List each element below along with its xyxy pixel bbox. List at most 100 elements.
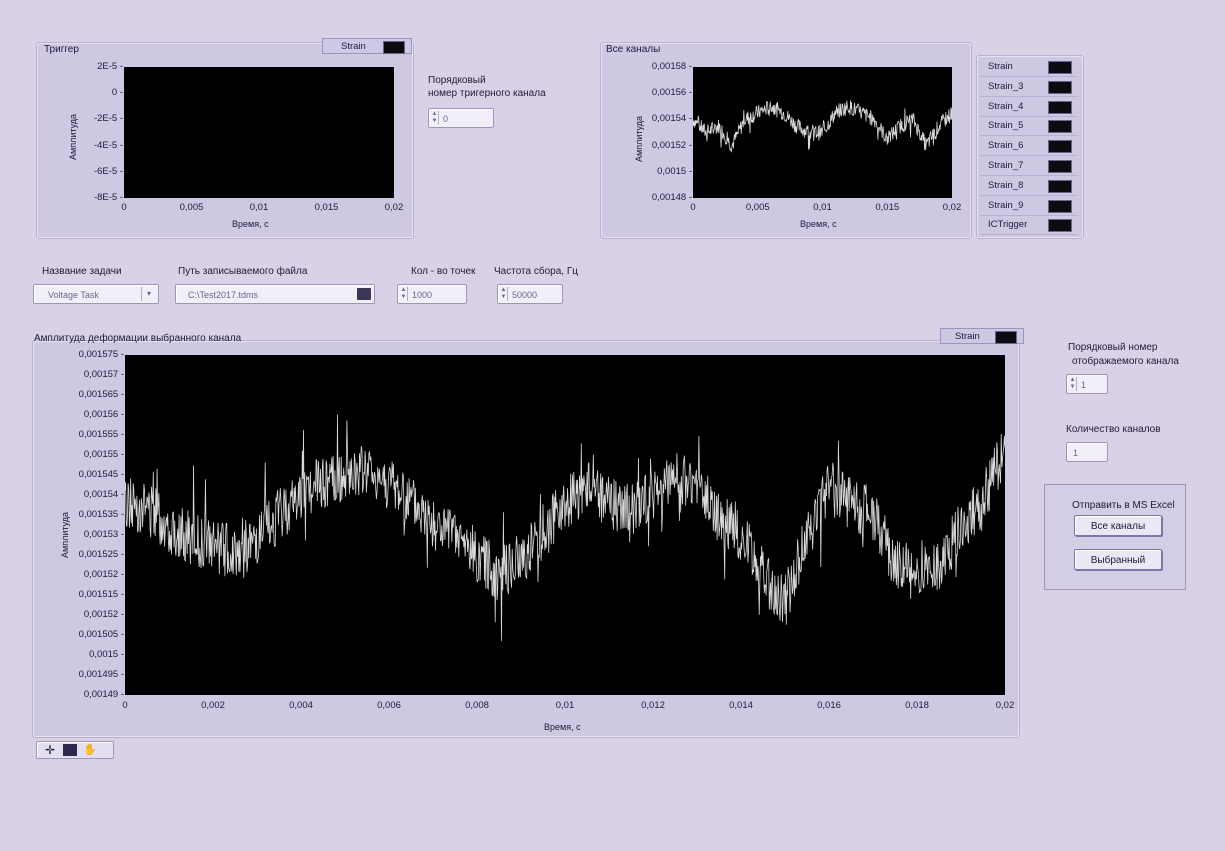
main-x-tick: 0,002 <box>201 700 225 711</box>
all-channels-x-tick: 0,01 <box>813 202 832 213</box>
legend-item-strain_5[interactable]: Strain_5 <box>980 116 1078 137</box>
export-selected-button[interactable]: Выбранный <box>1074 549 1162 570</box>
browse-folder-icon[interactable] <box>357 288 371 300</box>
trigger-legend-swatch <box>383 41 405 54</box>
legend-item-strain[interactable]: Strain <box>980 57 1078 77</box>
legend-item-label: Strain_3 <box>988 80 1024 92</box>
legend-item-label: Strain <box>988 61 1013 72</box>
main-y-tick: 0,001565 - <box>78 389 124 400</box>
legend-item-strain_8[interactable]: Strain_8 <box>980 176 1078 196</box>
legend-item-strain_4[interactable]: Strain_4 <box>980 97 1078 117</box>
legend-item-strain_3[interactable]: Strain_3 <box>980 77 1078 97</box>
all-channels-y-tick: 0,00156 - <box>651 87 692 99</box>
main-x-tick: 0,004 <box>289 700 313 711</box>
main-y-tick: 0,0015 - <box>89 649 124 660</box>
main-y-tick: 0,00157 - <box>83 369 124 380</box>
main-y-tick: 0,001535 - <box>78 509 124 520</box>
all-channels-x-tick: 0,005 <box>745 202 770 213</box>
channel-count-label: Количество каналов <box>1066 424 1161 435</box>
legend-item-ictrigger[interactable]: ICTrigger <box>980 215 1078 236</box>
main-plot-svg <box>125 414 1005 641</box>
all-channels-y-tick: 0,00154 - <box>651 113 692 125</box>
main-y-tick: 0,00152 - <box>83 609 124 620</box>
legend-item-label: Strain_5 <box>988 120 1024 132</box>
main-y-tick: 0,001495 - <box>78 669 124 680</box>
main-x-tick: 0,016 <box>817 700 841 711</box>
file-path-value: C:\Test2017.tdms <box>188 290 259 300</box>
main-graph-title: Амплитуда деформации выбранного канала <box>34 333 242 344</box>
main-x-tick: 0 <box>122 700 128 711</box>
task-dropdown-icon[interactable]: ▾ <box>141 287 156 301</box>
rate-value: 50000 <box>512 290 538 300</box>
zoom-icon[interactable] <box>63 744 77 756</box>
stepper-arrows-icon[interactable]: ▲ ▼ <box>431 111 439 125</box>
legend-item-label: Strain_9 <box>988 199 1024 211</box>
file-path-label: Путь записываемого файла <box>178 266 308 277</box>
task-name-label: Название задачи <box>42 266 122 277</box>
main-x-tick: 0,006 <box>377 700 401 711</box>
legend-item-label: Strain_8 <box>988 179 1024 191</box>
crosshair-cursor-icon[interactable]: ✛ <box>45 743 56 757</box>
all-channels-x-tick: 0,015 <box>875 202 900 213</box>
legend-item-swatch <box>1048 199 1072 213</box>
pan-hand-icon[interactable]: ✋ <box>83 744 97 756</box>
export-all-channels-button[interactable]: Все каналы <box>1074 515 1162 536</box>
legend-item-label: Strain_6 <box>988 140 1024 152</box>
main-x-tick: 0,01 <box>555 700 575 711</box>
trigger-x-tick: 0,005 <box>179 202 204 213</box>
main-y-tick: 0,00156 - <box>83 409 124 420</box>
trigger-x-tick: 0,02 <box>384 202 404 213</box>
trigger-y-tick: -8E-5 - <box>93 192 123 203</box>
trigger-channel-value: 0 <box>443 114 449 124</box>
trigger-y-tick: 2E-5 - <box>97 61 123 72</box>
display-channel-arrows-icon[interactable]: ▲ ▼ <box>1069 377 1077 391</box>
points-stepper-arrows-icon[interactable]: ▲ ▼ <box>400 287 408 301</box>
main-y-tick: 0,00152 - <box>83 569 124 580</box>
main-x-tick: 0,02 <box>995 700 1015 711</box>
legend-item-strain_9[interactable]: Strain_9 <box>980 196 1078 216</box>
rate-stepper[interactable]: ▲ ▼ 50000 <box>497 284 563 304</box>
main-legend[interactable]: Strain <box>940 328 1024 344</box>
main-x-tick: 0,014 <box>729 700 753 711</box>
trigger-x-tick: 0,015 <box>314 202 339 213</box>
main-legend-swatch <box>995 331 1017 344</box>
task-name-field[interactable]: Voltage Task ▾ <box>33 284 159 304</box>
channel-count-field[interactable]: 1 <box>1066 442 1108 462</box>
legend-item-label: ICTrigger <box>988 219 1028 231</box>
legend-item-swatch <box>1048 61 1072 74</box>
legend-item-swatch <box>1048 140 1072 154</box>
legend-item-strain_7[interactable]: Strain_7 <box>980 156 1078 176</box>
trigger-channel-stepper[interactable]: ▲ ▼ 0 <box>428 108 494 128</box>
trigger-graph-title: Триггер <box>44 44 79 55</box>
graph-palette[interactable]: ✛ ✋ <box>36 741 114 759</box>
all-channels-plot-svg <box>693 100 952 153</box>
trigger-y-tick: 0 - <box>111 87 123 99</box>
main-y-tick: 0,001545 - <box>78 469 124 480</box>
trigger-x-tick: 0 <box>121 202 127 213</box>
points-stepper[interactable]: ▲ ▼ 1000 <box>397 284 467 304</box>
trigger-legend-label: Strain <box>341 41 366 52</box>
display-channel-stepper[interactable]: ▲ ▼ 1 <box>1066 374 1108 394</box>
trigger-x-tick: 0,01 <box>249 202 269 213</box>
trigger-channel-label-2: номер тригерного канала <box>428 88 546 99</box>
trigger-y-tick: -2E-5 - <box>93 113 123 125</box>
all-channels-strain-trace <box>693 100 952 153</box>
all-channels-y-label: Амплитуда <box>634 115 644 162</box>
legend-item-swatch <box>1048 120 1072 134</box>
main-y-tick: 0,001515 - <box>78 589 124 600</box>
all-channels-y-tick: 0,00158 - <box>651 61 692 72</box>
rate-stepper-arrows-icon[interactable]: ▲ ▼ <box>500 287 508 301</box>
main-y-tick: 0,001505 - <box>78 629 124 640</box>
display-channel-label-2: отображаемого канала <box>1072 356 1179 367</box>
all-channels-title: Все каналы <box>606 44 661 55</box>
legend-item-strain_6[interactable]: Strain_6 <box>980 136 1078 157</box>
rate-label: Частота сбора, Гц <box>494 266 578 277</box>
task-name-value: Voltage Task <box>48 290 99 300</box>
main-y-tick: 0,00154 - <box>83 489 124 500</box>
file-path-field[interactable]: C:\Test2017.tdms <box>175 284 375 304</box>
main-x-tick: 0,008 <box>465 700 489 711</box>
all-channels-x-tick: 0,02 <box>942 202 962 213</box>
main-x-tick: 0,012 <box>641 700 665 711</box>
trigger-legend[interactable]: Strain <box>322 38 412 54</box>
all-channels-x-label: Время, с <box>800 219 837 229</box>
